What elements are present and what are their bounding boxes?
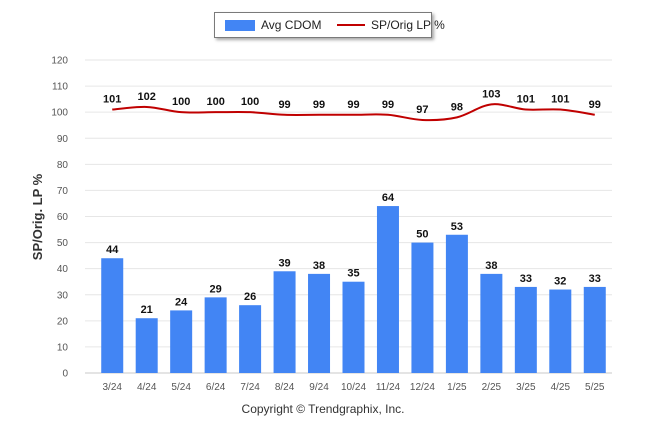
line-value-label: 98 [451,101,463,113]
bar-value-label: 39 [278,257,290,269]
x-tick-label: 5/25 [585,382,605,393]
line-value-label: 99 [382,99,394,111]
y-tick-label: 80 [57,160,69,171]
bar [514,286,537,373]
x-tick-label: 2/25 [482,382,502,393]
bar [480,273,503,373]
y-tick-label: 120 [51,56,68,67]
line-value-label: 101 [103,94,121,106]
x-tick-label: 3/25 [516,382,536,393]
x-tick-label: 4/24 [137,382,157,393]
bar [204,297,227,373]
y-tick-label: 60 [57,212,69,223]
y-axis-ticks: 0 10 20 30 40 50 60 70 80 90 100 110 120 [51,56,68,380]
line-value-label: 99 [589,99,601,111]
line-value-label: 99 [347,99,359,111]
bar [135,318,158,373]
line-value-label: 97 [416,104,428,116]
bar [583,286,606,373]
x-tick-label: 10/24 [341,382,366,393]
bar-series [101,206,606,373]
y-tick-label: 20 [57,316,69,327]
bar-value-label: 29 [210,283,222,295]
line-data-labels: 101 102 100 100 100 99 99 99 99 97 98 103 101 101 99 [103,88,601,116]
line-value-label: 99 [313,99,325,111]
legend-line-swatch [337,24,365,26]
line-series [112,103,595,122]
bar [549,289,572,373]
x-tick-label: 4/25 [551,382,571,393]
bar-value-label: 24 [175,296,188,308]
bar-value-label: 44 [106,244,119,256]
x-tick-label: 5/24 [171,382,191,393]
bar [239,305,262,373]
x-tick-label: 11/24 [376,382,401,393]
bar-value-label: 38 [485,260,497,272]
x-tick-label: 3/24 [102,382,122,393]
y-tick-label: 50 [57,238,69,249]
x-tick-label: 7/24 [240,382,260,393]
bar-value-label: 64 [382,192,395,204]
y-tick-label: 0 [62,369,68,380]
bar-data-labels: 44 21 24 29 26 39 38 35 64 50 53 38 33 32 33 [106,192,601,316]
bar-value-label: 35 [347,268,359,280]
line-value-label: 101 [517,94,535,106]
bar-value-label: 26 [244,291,256,303]
x-tick-label: 9/24 [309,382,329,393]
y-tick-label: 30 [57,290,69,301]
bar-value-label: 38 [313,260,325,272]
y-axis-label: SP/Orig. LP % [30,173,45,260]
y-tick-label: 40 [57,264,69,275]
x-tick-label: 6/24 [206,382,226,393]
x-tick-label: 1/25 [447,382,467,393]
bar-value-label: 33 [520,273,532,285]
y-tick-label: 70 [57,186,69,197]
x-tick-label: 12/24 [410,382,435,393]
line-value-label: 100 [206,96,224,108]
line-value-label: 103 [482,88,500,100]
legend: Avg CDOM SP/Orig LP % [214,12,445,38]
bar-value-label: 21 [141,304,153,316]
y-tick-label: 90 [57,134,69,145]
line-value-label: 100 [172,96,190,108]
bar [170,310,193,373]
bar-value-label: 50 [416,229,428,241]
line-value-label: 102 [138,91,156,103]
y-tick-label: 10 [57,342,69,353]
bar [411,242,434,373]
y-tick-label: 100 [51,108,68,119]
copyright-text: Copyright © Trendgraphix, Inc. [241,402,405,416]
x-tick-label: 8/24 [275,382,295,393]
legend-bar-label: Avg CDOM [261,18,322,32]
y-tick-label: 110 [52,82,68,93]
bar [273,271,296,373]
bar [101,258,124,373]
legend-line-label: SP/Orig LP % [371,18,445,32]
line-value-label: 101 [551,94,569,106]
line-path [112,103,595,122]
bar [376,206,399,373]
x-axis-ticks: 3/24 4/24 5/24 6/24 7/24 8/24 9/24 10/24 11/24 12… [102,382,604,393]
bar [342,281,365,373]
bar-value-label: 32 [554,276,566,288]
legend-bar-swatch [225,20,255,31]
line-value-label: 99 [278,99,290,111]
bar-value-label: 53 [451,221,463,233]
bar-value-label: 33 [589,273,601,285]
line-value-label: 100 [241,96,259,108]
bar [445,234,468,373]
bar [308,273,331,373]
